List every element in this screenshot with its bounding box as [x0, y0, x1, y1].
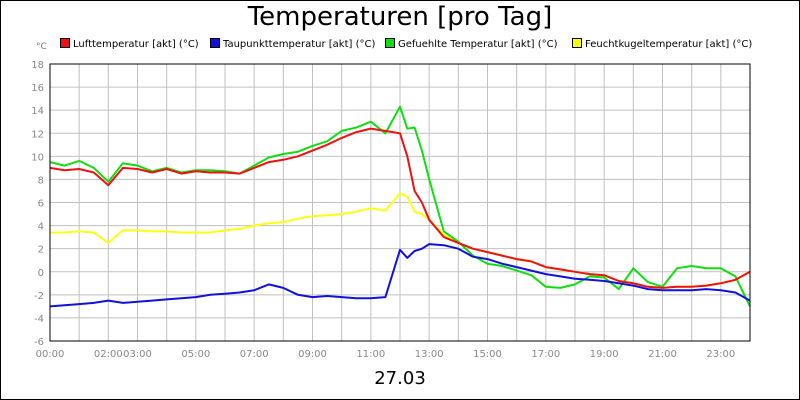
legend-label-feuchtkugeltemperatur: Feuchtkugeltemperatur [akt] (°C)	[585, 39, 753, 50]
x-tick-label: 09:00	[298, 349, 327, 360]
y-tick-label: 6	[38, 199, 44, 210]
x-tick-label: 19:00	[590, 349, 619, 360]
y-tick-label: 8	[38, 175, 44, 186]
legend-label-lufttemperatur: Lufttemperatur [akt] (°C)	[73, 39, 199, 50]
y-tick-label: 18	[31, 60, 44, 71]
legend-label-gefuehlte-temperatur: Gefuehlte Temperatur [akt] (°C)	[398, 39, 558, 50]
series-line-gefuehlte	[49, 105, 751, 307]
legend-swatch-taupunkttemperatur	[210, 38, 220, 48]
legend-label-taupunkttemperatur: Taupunkttemperatur [akt] (°C)	[223, 39, 376, 50]
x-tick-label: 21:00	[648, 349, 677, 360]
legend-swatch-gefuehlte-temperatur	[385, 38, 395, 48]
y-tick-label: 0	[38, 268, 44, 279]
y-tick-label: 16	[31, 83, 44, 94]
x-tick-label: 02:00	[94, 349, 123, 360]
y-tick-label: 10	[31, 152, 44, 163]
y-tick-label: -6	[34, 337, 44, 348]
y-tick-label: 12	[31, 129, 44, 140]
y-tick-label: 14	[31, 106, 44, 117]
y-tick-label: 4	[38, 222, 44, 233]
x-tick-label: 17:00	[531, 349, 560, 360]
legend-item-lufttemperatur: Lufttemperatur [akt] (°C)	[60, 38, 199, 50]
chart-title: Temperaturen [pro Tag]	[247, 2, 553, 32]
plot-border	[49, 63, 751, 342]
y-tick-label: -4	[34, 314, 44, 325]
series-line-lufttemperatur	[49, 127, 751, 289]
series-lines	[49, 105, 751, 308]
x-tick-label: 07:00	[240, 349, 269, 360]
y-axis-unit: °C	[36, 42, 47, 52]
x-tick-label: 15:00	[473, 349, 502, 360]
x-tick-label: 00:00	[36, 349, 65, 360]
x-tick-label: 03:00	[123, 349, 152, 360]
legend-swatch-feuchtkugeltemperatur	[572, 38, 582, 48]
axis-ticks: -6 -4 -2 0 2 4 6 8 10 12 14 16 18 00:00 02:00 03:00 05:0…	[31, 60, 735, 360]
x-tick-label: 23:00	[706, 349, 735, 360]
legend-item-feuchtkugeltemperatur: Feuchtkugeltemperatur [akt] (°C)	[572, 38, 752, 50]
grid	[49, 63, 751, 342]
y-tick-label: 2	[38, 245, 44, 256]
x-tick-label: 05:00	[181, 349, 210, 360]
x-tick-label: 11:00	[356, 349, 385, 360]
y-tick-label: -2	[34, 291, 44, 302]
legend-item-taupunkttemperatur: Taupunkttemperatur [akt] (°C)	[210, 38, 375, 50]
series-line-taupunkttemperatur	[49, 243, 751, 308]
legend-item-gefuehlte-temperatur: Gefuehlte Temperatur [akt] (°C)	[385, 38, 557, 50]
date-label: 27.03	[374, 368, 426, 389]
x-tick-label: 13:00	[415, 349, 444, 360]
legend-swatch-lufttemperatur	[60, 38, 70, 48]
